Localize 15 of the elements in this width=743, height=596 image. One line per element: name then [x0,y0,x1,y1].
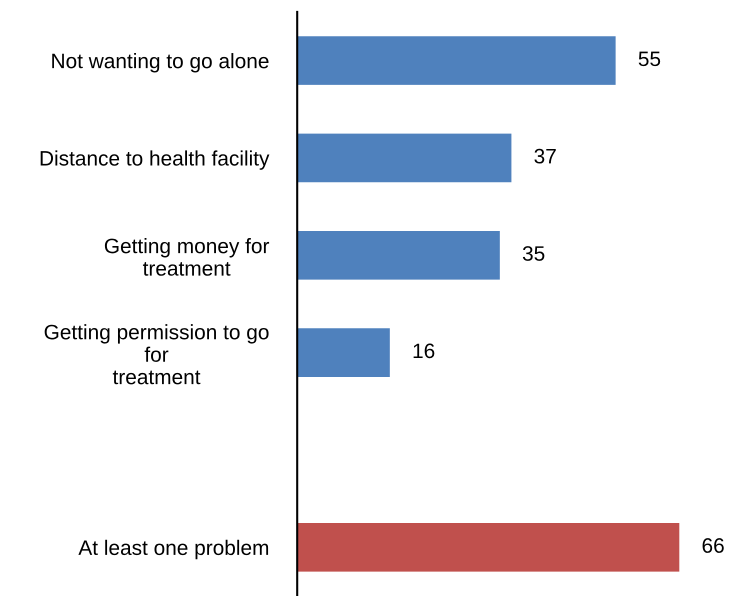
bar [297,134,512,182]
bar [297,328,390,377]
bar [297,36,616,85]
y-tick-label: At least one problem [78,540,268,560]
y-tick-label: Not wanting to go alone [52,53,269,72]
data-label: 55 [638,52,660,66]
data-label: 37 [534,148,556,164]
bar [297,230,500,280]
y-tick-label: Getting permission to go for treatment [44,324,269,384]
data-label: 35 [522,246,544,261]
data-label: 16 [414,343,434,358]
y-tick-label: Getting money for treatment [104,238,270,276]
y-tick-label: Distance to health facility [40,150,270,170]
bar [297,522,680,572]
data-label: 66 [702,538,724,553]
